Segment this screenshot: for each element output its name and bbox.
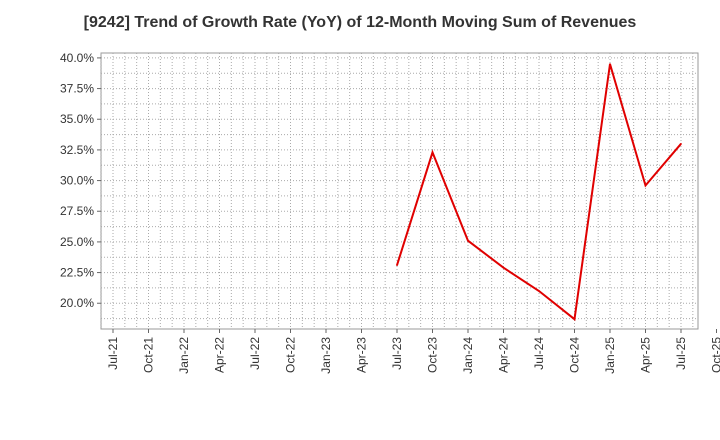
data-point (680, 142, 682, 145)
y-tick-label: 37.5% (60, 82, 94, 96)
x-tick-label: Apr-22 (213, 337, 227, 373)
x-tick-label: Jul-21 (106, 337, 120, 370)
y-tick-label: 40.0% (60, 51, 94, 65)
y-axis-ticks: 20.0% 22.5% 25.0% 27.5% 30.0% 32.5% 35.0% 37.5%… (60, 51, 101, 310)
x-tick-label: Jan-22 (177, 337, 191, 374)
x-tick-label: Oct-22 (284, 337, 298, 373)
y-tick-label: 30.0% (60, 174, 94, 188)
data-point (538, 290, 540, 292)
data-point (431, 151, 434, 154)
x-tick-label: Jul-23 (390, 337, 404, 370)
data-point (467, 239, 469, 242)
x-tick-label: Jul-22 (248, 337, 262, 370)
y-tick-label: 20.0% (60, 296, 94, 310)
series-group (396, 63, 682, 322)
y-tick-label: 35.0% (60, 112, 94, 126)
data-point (644, 184, 647, 187)
x-tick-label: Oct-25 (710, 337, 720, 373)
x-tick-label: Jan-23 (319, 337, 333, 374)
data-point (609, 63, 611, 65)
x-tick-label: Apr-23 (355, 337, 369, 373)
x-axis-ticks: Jul-21 Oct-21 Jan-22 Apr-22 Jul-22 Oct-22 Jan-… (106, 329, 720, 374)
x-tick-label: Oct-21 (142, 337, 156, 373)
x-tick-label: Jan-25 (603, 337, 617, 374)
horizontal-grid (101, 57, 698, 320)
x-tick-label: Apr-24 (497, 337, 511, 373)
x-tick-label: Apr-25 (639, 337, 653, 373)
y-tick-label: 32.5% (60, 143, 94, 157)
chart-title: [9242] Trend of Growth Rate (YoY) of 12-… (83, 14, 637, 31)
y-tick-label: 25.0% (60, 235, 94, 249)
data-point (573, 318, 576, 320)
x-tick-label: Oct-23 (426, 337, 440, 373)
data-point (396, 264, 398, 267)
x-tick-label: Jul-24 (532, 337, 546, 370)
x-tick-label: Oct-24 (568, 337, 582, 373)
y-tick-label: 27.5% (60, 204, 94, 218)
x-tick-label: Jul-25 (674, 337, 688, 370)
x-tick-label: Jan-24 (461, 337, 475, 374)
data-point (502, 266, 505, 269)
y-tick-label: 22.5% (60, 266, 94, 280)
